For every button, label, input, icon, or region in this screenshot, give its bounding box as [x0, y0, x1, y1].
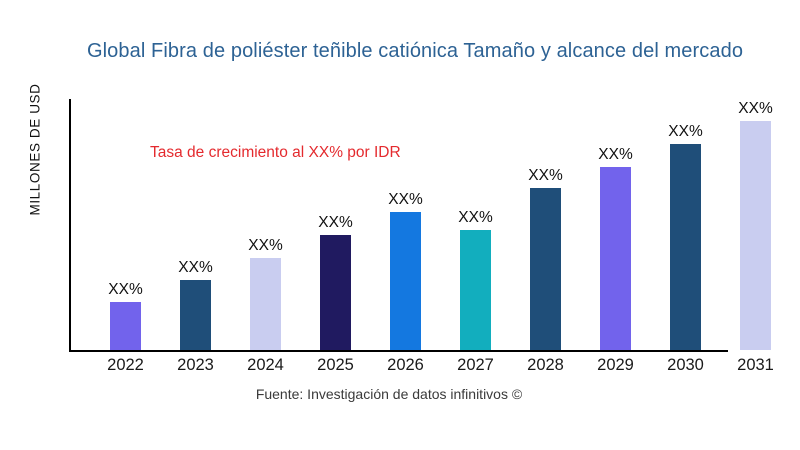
x-tick-2022: 2022 [107, 356, 144, 374]
x-tick-2031: 2031 [737, 356, 774, 374]
bar-2022 [110, 302, 141, 350]
bar-2028 [530, 188, 561, 350]
x-tick-2029: 2029 [597, 356, 634, 374]
bar-2024 [250, 258, 281, 350]
y-axis-line [69, 99, 71, 352]
growth-annotation: Tasa de crecimiento al XX% por IDR [150, 144, 401, 161]
bar-2026 [390, 212, 421, 350]
bar-value-label-2025: XX% [318, 214, 353, 231]
y-axis-label: MILLONES DE USD [27, 83, 43, 216]
bar-value-label-2027: XX% [458, 209, 493, 226]
x-tick-2023: 2023 [177, 356, 214, 374]
bar-value-label-2024: XX% [248, 237, 283, 254]
x-tick-2030: 2030 [667, 356, 704, 374]
bar-2030 [670, 144, 701, 350]
bar-2031 [740, 121, 771, 350]
chart-title: Global Fibra de poliéster teñible catión… [86, 40, 744, 62]
bar-2029 [600, 167, 631, 350]
bar-value-label-2026: XX% [388, 191, 423, 208]
bar-value-label-2029: XX% [598, 146, 633, 163]
x-tick-2026: 2026 [387, 356, 424, 374]
bar-2023 [180, 280, 211, 350]
bar-2027 [460, 230, 491, 350]
x-axis-line [69, 350, 728, 352]
bar-2025 [320, 235, 351, 350]
x-tick-2025: 2025 [317, 356, 354, 374]
source-attribution: Fuente: Investigación de datos infinitiv… [255, 386, 523, 402]
x-tick-2028: 2028 [527, 356, 564, 374]
bar-value-label-2022: XX% [108, 281, 143, 298]
bar-value-label-2028: XX% [528, 167, 563, 184]
bar-value-label-2031: XX% [738, 100, 773, 117]
x-tick-2024: 2024 [247, 356, 284, 374]
x-tick-2027: 2027 [457, 356, 494, 374]
bar-value-label-2030: XX% [668, 123, 703, 140]
bar-value-label-2023: XX% [178, 259, 213, 276]
